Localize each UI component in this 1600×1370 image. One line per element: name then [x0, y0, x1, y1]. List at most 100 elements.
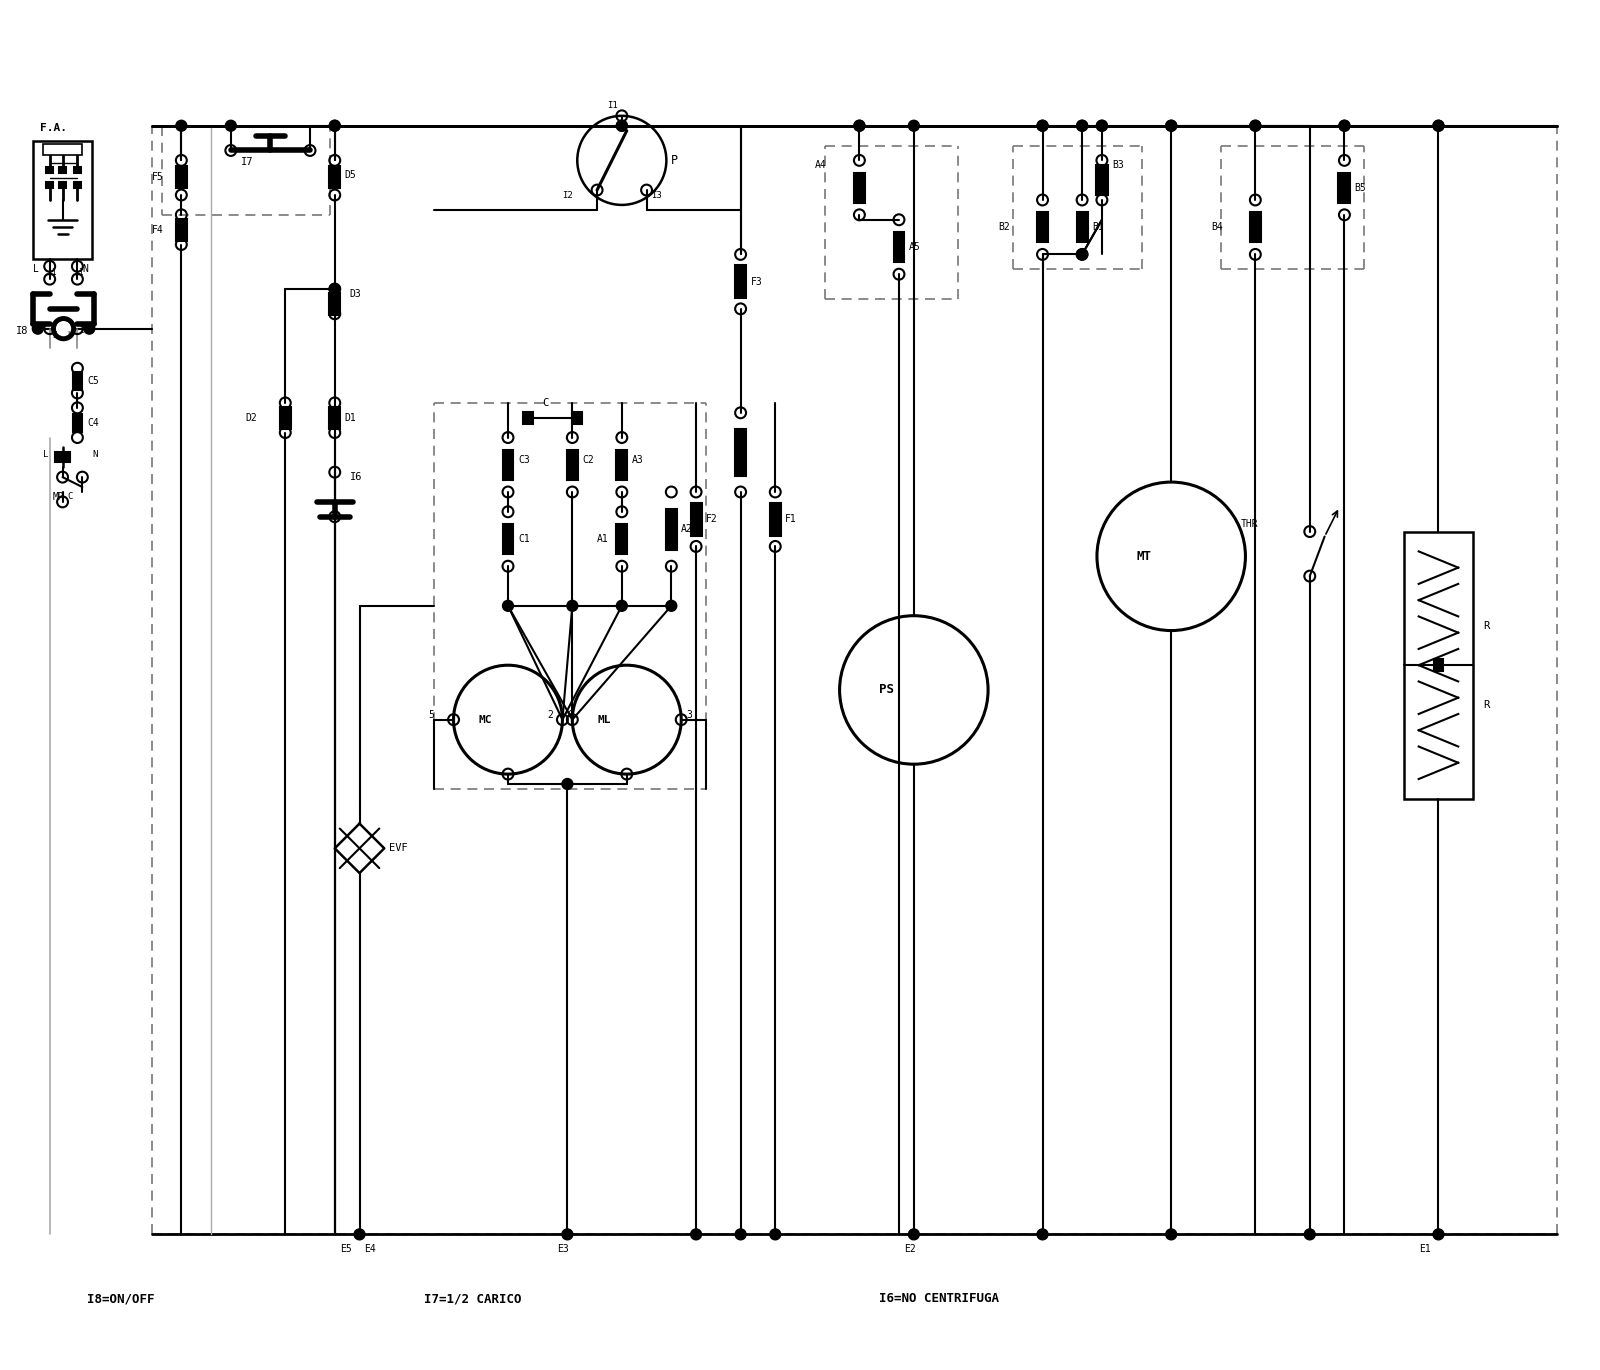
Text: A4: A4	[814, 160, 827, 170]
Text: P: P	[672, 153, 678, 167]
Text: E5: E5	[339, 1244, 352, 1254]
Circle shape	[330, 121, 341, 132]
Text: L: L	[43, 449, 48, 459]
Text: MT: MT	[1136, 549, 1152, 563]
Circle shape	[51, 316, 75, 341]
Circle shape	[666, 600, 677, 611]
Circle shape	[354, 1229, 365, 1240]
Circle shape	[1339, 121, 1350, 132]
Text: I6=NO CENTRIFUGA: I6=NO CENTRIFUGA	[878, 1292, 998, 1306]
Bar	[666, 508, 677, 549]
Text: F2: F2	[706, 514, 718, 525]
Bar	[59, 167, 66, 173]
Bar	[770, 503, 781, 536]
Bar	[330, 407, 341, 429]
Circle shape	[226, 121, 237, 132]
Circle shape	[1077, 121, 1088, 132]
Text: D1: D1	[344, 412, 357, 423]
Circle shape	[562, 778, 573, 789]
Bar	[1339, 173, 1350, 203]
Text: 2: 2	[51, 326, 56, 336]
Text: I3: I3	[651, 190, 662, 200]
Circle shape	[734, 1229, 746, 1240]
Circle shape	[770, 1229, 781, 1240]
Bar	[330, 293, 341, 315]
Text: A3: A3	[632, 455, 643, 464]
Bar	[566, 449, 578, 479]
Bar	[280, 407, 291, 429]
Circle shape	[56, 322, 70, 336]
Text: C: C	[67, 492, 74, 501]
Bar	[74, 414, 82, 432]
Text: A1: A1	[597, 534, 610, 544]
Text: I1: I1	[606, 101, 618, 111]
Bar	[616, 523, 627, 553]
Circle shape	[616, 121, 627, 132]
Text: F5: F5	[152, 173, 163, 182]
Circle shape	[1166, 121, 1176, 132]
Bar	[74, 167, 82, 173]
Circle shape	[1166, 1229, 1176, 1240]
Bar	[54, 459, 70, 462]
Text: I6: I6	[350, 473, 362, 482]
Bar	[893, 232, 904, 262]
Bar	[46, 182, 53, 188]
Text: E3: E3	[557, 1244, 570, 1254]
Bar	[330, 166, 341, 188]
Text: I7: I7	[240, 158, 253, 167]
Text: D2: D2	[246, 412, 258, 423]
Text: A2: A2	[682, 525, 693, 534]
Circle shape	[1434, 121, 1443, 132]
Text: R: R	[1483, 700, 1490, 710]
Circle shape	[1077, 249, 1088, 260]
Text: C4: C4	[88, 418, 99, 427]
Text: D3: D3	[350, 289, 362, 299]
Bar	[1037, 212, 1048, 242]
Text: E2: E2	[904, 1244, 915, 1254]
Circle shape	[330, 284, 341, 295]
Text: 1: 1	[78, 269, 83, 277]
Text: F3: F3	[750, 277, 762, 286]
Text: MR: MR	[53, 492, 64, 501]
Bar	[43, 144, 82, 155]
Circle shape	[32, 323, 43, 334]
Text: B2: B2	[998, 222, 1010, 232]
Bar	[523, 412, 533, 423]
Bar	[734, 266, 746, 297]
Circle shape	[1250, 121, 1261, 132]
Circle shape	[1096, 121, 1107, 132]
Text: THR: THR	[1240, 519, 1258, 529]
Text: E1: E1	[1419, 1244, 1430, 1254]
Bar	[74, 182, 82, 188]
Bar	[1434, 659, 1443, 671]
Text: F1: F1	[786, 514, 797, 525]
Circle shape	[1434, 121, 1443, 132]
Text: C2: C2	[582, 455, 594, 464]
Text: 1: 1	[51, 269, 56, 277]
Text: MC: MC	[478, 715, 491, 725]
Text: C3: C3	[518, 455, 530, 464]
Text: I8=ON/OFF: I8=ON/OFF	[88, 1292, 155, 1306]
Circle shape	[1096, 121, 1107, 132]
Text: B4: B4	[1211, 222, 1222, 232]
Text: I7=1/2 CARICO: I7=1/2 CARICO	[424, 1292, 522, 1306]
Text: F4: F4	[152, 225, 163, 234]
Circle shape	[1250, 121, 1261, 132]
Bar	[176, 166, 187, 188]
Text: I2: I2	[563, 190, 573, 200]
Circle shape	[691, 1229, 701, 1240]
Text: I8: I8	[16, 326, 29, 336]
Bar	[1096, 166, 1107, 195]
Text: D5: D5	[344, 170, 357, 181]
Circle shape	[854, 121, 866, 132]
Text: B1: B1	[1093, 222, 1104, 232]
Text: E4: E4	[365, 1244, 376, 1254]
Circle shape	[616, 121, 627, 132]
Bar	[34, 141, 93, 259]
Bar	[46, 167, 53, 173]
Bar	[854, 173, 866, 203]
Text: C1: C1	[518, 534, 530, 544]
Circle shape	[1304, 1229, 1315, 1240]
Circle shape	[330, 121, 341, 132]
Text: S: S	[53, 332, 58, 340]
